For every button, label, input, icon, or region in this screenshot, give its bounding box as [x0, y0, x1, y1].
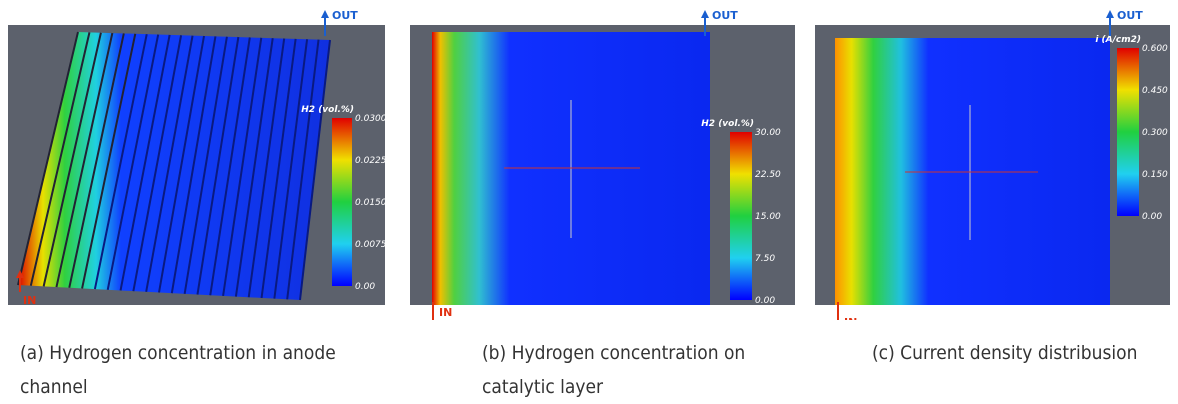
- colorbar-tick-label: 15.00: [755, 212, 781, 222]
- page: H2 (vol.%)0.03000.02250.01500.007500.00O…: [0, 0, 1178, 403]
- caption: (b) Hydrogen concentration on catalytic …: [482, 336, 802, 404]
- colorbar: [332, 118, 352, 286]
- colorbar-title: i (A/cm2): [1095, 35, 1141, 45]
- out-label: OUT: [1117, 9, 1143, 22]
- colorbar-tick-label: 30.00: [755, 128, 781, 138]
- colorbar-tick-label: 0.00750: [355, 240, 392, 250]
- out-arrowhead: [1106, 10, 1114, 18]
- in-label: IN: [439, 306, 452, 319]
- out-arrowhead: [321, 10, 329, 18]
- colorbar-tick-label: 0.00: [755, 296, 775, 306]
- colorbar-tick-label: 7.50: [755, 254, 775, 264]
- colorbar-tick-label: 0.00: [355, 282, 375, 292]
- colorbar-tick-label: 0.150: [1142, 170, 1168, 180]
- caption: (a) Hydrogen concentration in anode chan…: [20, 336, 400, 404]
- figure: H2 (vol.%)0.03000.02250.01500.007500.00O…: [0, 0, 1178, 320]
- colorbar-tick-label: 0.0300: [355, 114, 387, 124]
- colorbar-tick-label: 0.0225: [355, 156, 387, 166]
- out-label: OUT: [712, 9, 738, 22]
- colorbar-tick-label: 0.600: [1142, 44, 1168, 54]
- colorbar-tick-label: 22.50: [755, 170, 781, 180]
- colorbar-title: H2 (vol.%): [301, 105, 354, 115]
- colorbar-title: H2 (vol.%): [701, 119, 754, 129]
- colorbar-tick-label: 0.450: [1142, 86, 1168, 96]
- colorbar: [1117, 48, 1139, 216]
- colorbar-tick-label: 0.00: [1142, 212, 1162, 222]
- out-arrowhead: [701, 10, 709, 18]
- colorbar-tick-label: 0.300: [1142, 128, 1168, 138]
- in-label: IN: [844, 316, 857, 320]
- out-label: OUT: [332, 9, 358, 22]
- colorbar-tick-label: 0.0150: [355, 198, 387, 208]
- colorbar: [730, 132, 752, 300]
- in-label: IN: [23, 294, 36, 307]
- caption: (c) Current density distribusion: [872, 336, 1172, 370]
